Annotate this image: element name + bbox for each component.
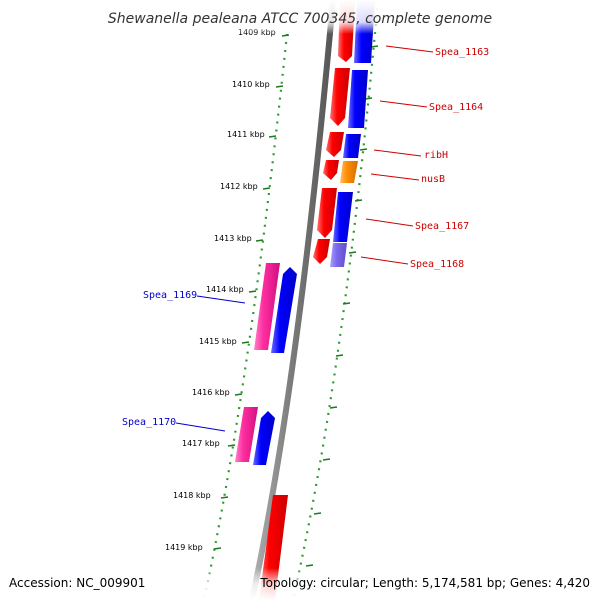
gene-label-Spea_1170[interactable]: Spea_1170: [122, 417, 176, 428]
right-tick: [322, 458, 331, 461]
gene-ribH-red-block[interactable]: [326, 132, 344, 157]
leader-line-Spea_1163: [385, 45, 434, 53]
right-tick: [370, 45, 379, 48]
bottom-fade-overlay: [0, 568, 600, 600]
map-title: Shewanella pealeana ATCC 700345, complet…: [108, 11, 492, 27]
gene-label-Spea_1167[interactable]: Spea_1167: [415, 221, 469, 232]
topology-label: Topology: circular; Length: 5,174,581 bp…: [259, 576, 590, 590]
leader-lines: [175, 45, 434, 432]
left-tick: [275, 85, 284, 88]
tick-label: 1411 kbp: [227, 130, 265, 139]
genome-backbone: [249, 0, 336, 600]
gene-Spea_1168-purple-block[interactable]: [330, 243, 347, 267]
leader-line-Spea_1170: [175, 422, 226, 432]
gene-Spea_1167-red-block[interactable]: [317, 188, 337, 238]
tick-marks: [213, 34, 379, 567]
left-dotted-track: [202, 33, 289, 600]
left-tick: [262, 187, 271, 190]
right-tick: [342, 302, 351, 305]
leader-line-nusB: [370, 173, 420, 181]
gene-nusB-orange-block[interactable]: [340, 161, 358, 183]
gene-Spea_1164-red-block[interactable]: [330, 68, 350, 126]
tick-label: 1414 kbp: [206, 285, 244, 294]
left-tick: [268, 135, 277, 138]
leader-line-Spea_1168: [360, 256, 409, 265]
right-tick: [305, 564, 314, 567]
tick-label: 1416 kbp: [192, 388, 230, 397]
gene-Spea_1170-blue-block[interactable]: [253, 411, 275, 465]
gene-label-Spea_1164[interactable]: Spea_1164: [429, 102, 483, 113]
top-fade-overlay: [0, 0, 600, 34]
gene-label-ribH[interactable]: ribH: [424, 150, 448, 161]
gene-label-nusB[interactable]: nusB: [421, 174, 445, 185]
left-tick: [248, 290, 257, 293]
tick-label: 1413 kbp: [214, 234, 252, 243]
right-tick: [364, 97, 373, 100]
tick-label: 1419 kbp: [165, 543, 203, 552]
gene-Spea_1167-blue-block[interactable]: [333, 192, 353, 242]
right-tick: [348, 251, 357, 254]
gene-labels: Spea_1163 Spea_1164 ribH nusB Spea_1167 …: [122, 47, 489, 428]
leader-line-ribH: [373, 149, 422, 157]
gene-Spea_1170-pink-block[interactable]: [235, 407, 258, 462]
right-tick: [354, 199, 363, 202]
gene-nusB-red-block[interactable]: [323, 160, 339, 180]
left-tick: [220, 496, 229, 499]
left-tick: [255, 239, 264, 242]
left-tick: [227, 444, 236, 447]
left-tick: [281, 34, 290, 37]
gene-label-Spea_1169[interactable]: Spea_1169: [143, 290, 197, 301]
accession-label: Accession: NC_009901: [9, 576, 145, 590]
gene-label-Spea_1168[interactable]: Spea_1168: [410, 259, 464, 270]
right-tick: [359, 148, 368, 151]
tick-labels: 1409 kbp 1410 kbp 1411 kbp 1412 kbp 1413…: [165, 28, 276, 552]
tick-label: 1418 kbp: [173, 491, 211, 500]
left-tick: [234, 393, 243, 396]
leader-line-Spea_1164: [379, 100, 428, 108]
tick-label: 1412 kbp: [220, 182, 258, 191]
gene-Spea_1169-blue-block[interactable]: [271, 267, 297, 353]
left-tick: [241, 341, 250, 344]
gene-label-Spea_1163[interactable]: Spea_1163: [435, 47, 489, 58]
left-tick: [213, 547, 222, 550]
gene-ribH-blue-block[interactable]: [343, 134, 361, 158]
tick-label: 1415 kbp: [199, 337, 237, 346]
right-tick: [329, 406, 338, 409]
leader-line-Spea_1169: [196, 295, 246, 304]
tick-label: 1410 kbp: [232, 80, 270, 89]
right-tick: [335, 354, 344, 357]
reverse-strand-genes: [235, 263, 297, 600]
right-tick: [313, 512, 322, 515]
leader-line-Spea_1167: [365, 218, 414, 227]
gene-Spea_1164-blue-block[interactable]: [348, 70, 368, 128]
gene-Spea_1168-red-block[interactable]: [313, 239, 330, 264]
gene-Spea_1169-pink-block[interactable]: [254, 263, 280, 350]
tick-label: 1417 kbp: [182, 439, 220, 448]
